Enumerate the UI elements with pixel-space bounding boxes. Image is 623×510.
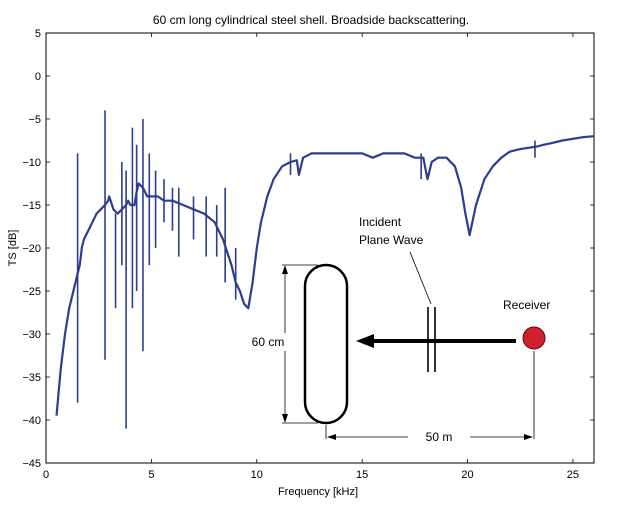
- cylinder-shape: [303, 263, 349, 425]
- wave-label-leader: [409, 251, 432, 305]
- distance-label-bg: [408, 428, 470, 444]
- x-tick-label: 20: [461, 469, 473, 481]
- series-layer: [55, 110, 595, 429]
- length-label-bg: [244, 333, 294, 351]
- length-arrow-bottom: [282, 414, 288, 423]
- chart-title: 60 cm long cylindrical steel shell. Broa…: [153, 13, 469, 27]
- y-tick-label: −25: [22, 286, 41, 298]
- length-arrow-top: [282, 265, 288, 274]
- y-tick-label: −45: [22, 458, 41, 470]
- length-label: 60 cm: [252, 335, 285, 349]
- receiver-label: Receiver: [503, 298, 550, 312]
- x-tick-label: 25: [567, 469, 579, 481]
- y-tick-label: −15: [22, 200, 41, 212]
- y-tick-label: 0: [35, 71, 41, 83]
- y-tick-label: −30: [22, 329, 41, 341]
- distance-label: 50 m: [426, 430, 453, 444]
- y-tick-label: −40: [22, 415, 41, 427]
- y-tick-label: −5: [28, 114, 41, 126]
- x-tick-label: 15: [356, 469, 368, 481]
- receiver-label-bg: [498, 296, 560, 312]
- y-tick-label: −10: [22, 157, 41, 169]
- y-tick-label: −35: [22, 372, 41, 384]
- y-tick-label: 5: [35, 28, 41, 40]
- axis-ticks: 0 5 10 15 20 25 5 0 −5 −10 −15 −20 −25 −30 −35 −40 −45: [22, 28, 594, 481]
- receiver-marker: [522, 326, 546, 350]
- x-tick-label: 0: [43, 469, 49, 481]
- x-tick-label: 5: [148, 469, 154, 481]
- wave-label-line1: Incident: [359, 215, 402, 229]
- x-axis-label: Frequency [kHz]: [278, 486, 358, 498]
- distance-arrow-right: [524, 434, 533, 440]
- y-tick-label: −20: [22, 243, 41, 255]
- wave-label-line2: Plane Wave: [359, 233, 424, 247]
- y-axis-label: TS [dB]: [7, 230, 19, 267]
- geometry-diagram: 60 cm Incident Plane Wave Receiver 50 m: [244, 212, 560, 444]
- distance-arrow-left: [327, 434, 336, 440]
- wave-label-bg: [355, 212, 425, 248]
- incident-arrow-head: [356, 334, 374, 348]
- x-tick-label: 10: [251, 469, 263, 481]
